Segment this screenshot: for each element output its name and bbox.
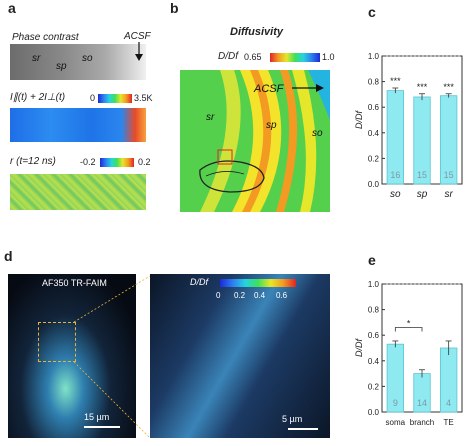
n-label: 14 xyxy=(417,398,427,408)
aniso-colorbar xyxy=(100,158,134,167)
category-label: branch xyxy=(410,418,434,427)
aniso-image xyxy=(10,174,146,210)
intensity-colorbar xyxy=(98,94,132,103)
significance-bracket xyxy=(394,327,423,332)
category-label: TE xyxy=(444,418,454,427)
zoom-colorbar xyxy=(220,279,296,287)
y-tick-label: 0.8 xyxy=(368,78,380,87)
n-label: 9 xyxy=(393,398,398,408)
diffusivity-title: Diffusivity xyxy=(230,26,283,38)
y-tick-label: 0.4 xyxy=(368,129,380,138)
tr-faim-zoom-image: D/Df 0 0.2 0.4 0.6 5 µm xyxy=(150,274,330,438)
intensity-title: I∥(t) + 2I⊥(t) xyxy=(10,92,66,103)
diffusivity-scale-label: D/Df xyxy=(218,51,238,62)
chart-e: 0.0 0.2 0.4 0.6 0.8 1.0 D/Df 9 soma 14 branch 4 TE * xyxy=(354,280,463,427)
y-tick-label: 0.6 xyxy=(368,103,380,112)
chart-c: 0.0 0.2 0.4 0.6 0.8 1.0 D/Df 16 so *** 15 sp *** 15 sr… xyxy=(354,52,463,200)
y-tick-label: 0.4 xyxy=(368,357,380,366)
panel-label-b: b xyxy=(170,0,179,16)
panel-label-a: a xyxy=(8,0,16,16)
scalebar-left-line xyxy=(84,426,120,428)
scalebar-right-line xyxy=(288,428,318,430)
n-label: 16 xyxy=(390,170,400,180)
region-sp-a: sp xyxy=(56,61,67,72)
y-axis-label: D/Df xyxy=(354,110,364,129)
category-label: sp xyxy=(417,189,428,200)
region-so-b: so xyxy=(312,128,323,139)
panel-label-d: d xyxy=(4,248,13,264)
n-label: 15 xyxy=(444,170,454,180)
category-label: soma xyxy=(386,418,406,427)
n-label: 15 xyxy=(417,170,427,180)
tr-faim-overview-image: AF350 TR-FAIM 15 µm xyxy=(8,274,136,438)
tr-faim-title: AF350 TR-FAIM xyxy=(42,278,107,288)
y-tick-label: 0.2 xyxy=(368,382,380,391)
y-tick-label: 0.0 xyxy=(368,180,380,189)
zoom-tick-1: 0.2 xyxy=(234,291,246,300)
intensity-max: 3.5K xyxy=(134,93,153,103)
phase-contrast-image: sr sp so xyxy=(10,44,146,80)
phase-contrast-title: Phase contrast xyxy=(12,32,79,43)
panel-label-c: c xyxy=(368,4,376,20)
intensity-min: 0 xyxy=(90,93,96,103)
significance-marker: * xyxy=(407,319,411,329)
diffusivity-colorbar xyxy=(270,53,320,62)
y-tick-label: 1.0 xyxy=(368,280,380,289)
diffusivity-scale-min: 0.65 xyxy=(244,52,262,62)
y-tick-label: 0.0 xyxy=(368,408,380,417)
category-label: sr xyxy=(444,189,453,200)
zoom-tick-2: 0.4 xyxy=(254,291,266,300)
acsf-label-b: ACSF xyxy=(253,83,285,95)
aniso-title: r (t=12 ns) xyxy=(10,156,56,167)
region-so-a: so xyxy=(82,53,93,64)
scalebar-left-label: 15 µm xyxy=(84,412,110,422)
diffusivity-scale-max: 1.0 xyxy=(322,52,335,62)
intensity-image xyxy=(10,108,146,142)
category-label: so xyxy=(390,189,401,200)
region-sr-a: sr xyxy=(32,53,41,64)
region-sr-b: sr xyxy=(206,112,215,123)
zoom-box xyxy=(38,322,76,362)
region-sp-b: sp xyxy=(266,120,277,131)
y-tick-label: 0.2 xyxy=(368,154,380,163)
significance-stars: *** xyxy=(443,82,454,92)
zoom-tick-0: 0 xyxy=(216,291,221,300)
y-axis-label: D/Df xyxy=(354,338,364,357)
aniso-min: -0.2 xyxy=(80,157,96,167)
zoom-tick-3: 0.6 xyxy=(276,291,288,300)
y-tick-label: 1.0 xyxy=(368,52,380,61)
acsf-label-a: ACSF xyxy=(124,31,151,42)
panel-label-e: e xyxy=(368,252,376,268)
acsf-arrow-a xyxy=(135,42,143,61)
significance-stars: *** xyxy=(390,76,401,86)
significance-stars: *** xyxy=(417,82,428,92)
n-label: 4 xyxy=(446,398,451,408)
zoom-scale-label: D/Df xyxy=(190,277,208,287)
scalebar-right-label: 5 µm xyxy=(282,414,303,424)
y-tick-label: 0.6 xyxy=(368,331,380,340)
aniso-max: 0.2 xyxy=(138,157,151,167)
diffusivity-map: ACSF sr sp so xyxy=(180,70,330,212)
y-tick-label: 0.8 xyxy=(368,306,380,315)
